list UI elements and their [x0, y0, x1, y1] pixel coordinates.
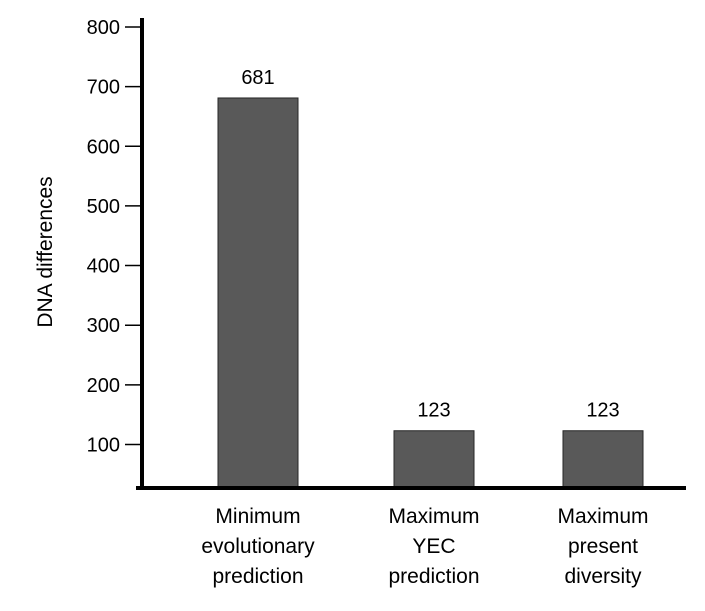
- bar: [562, 430, 644, 489]
- category-label: evolutionary: [201, 535, 315, 558]
- y-axis-title: DNA differences: [34, 176, 57, 327]
- data-labels: 681 123 123: [241, 67, 619, 422]
- y-axis-ticks: 100 200 300 400 500 600 700 800: [87, 17, 142, 456]
- y-tick-label: 300: [87, 315, 120, 337]
- category-label: prediction: [388, 565, 479, 588]
- category-label: diversity: [564, 565, 642, 588]
- y-tick-label: 600: [87, 136, 120, 158]
- bar: [217, 97, 299, 489]
- category-label: Maximum: [557, 505, 648, 528]
- bar-value-label: 681: [241, 67, 274, 89]
- y-tick-label: 700: [87, 77, 120, 99]
- y-tick-label: 800: [87, 17, 120, 39]
- bar-value-label: 123: [586, 400, 619, 422]
- category-labels: Minimum evolutionary prediction Maximum YEC p…: [201, 505, 648, 588]
- bar: [393, 430, 475, 489]
- y-tick-label: 100: [87, 434, 120, 456]
- category-label: prediction: [212, 565, 303, 588]
- y-tick-label: 400: [87, 256, 120, 278]
- category-label: present: [568, 535, 638, 558]
- bars: [217, 97, 644, 489]
- category-label: Maximum: [388, 505, 479, 528]
- y-tick-label: 500: [87, 196, 120, 218]
- category-label: Minimum: [215, 505, 300, 528]
- y-tick-label: 200: [87, 375, 120, 397]
- bar-value-label: 123: [417, 400, 450, 422]
- category-label: YEC: [412, 535, 455, 558]
